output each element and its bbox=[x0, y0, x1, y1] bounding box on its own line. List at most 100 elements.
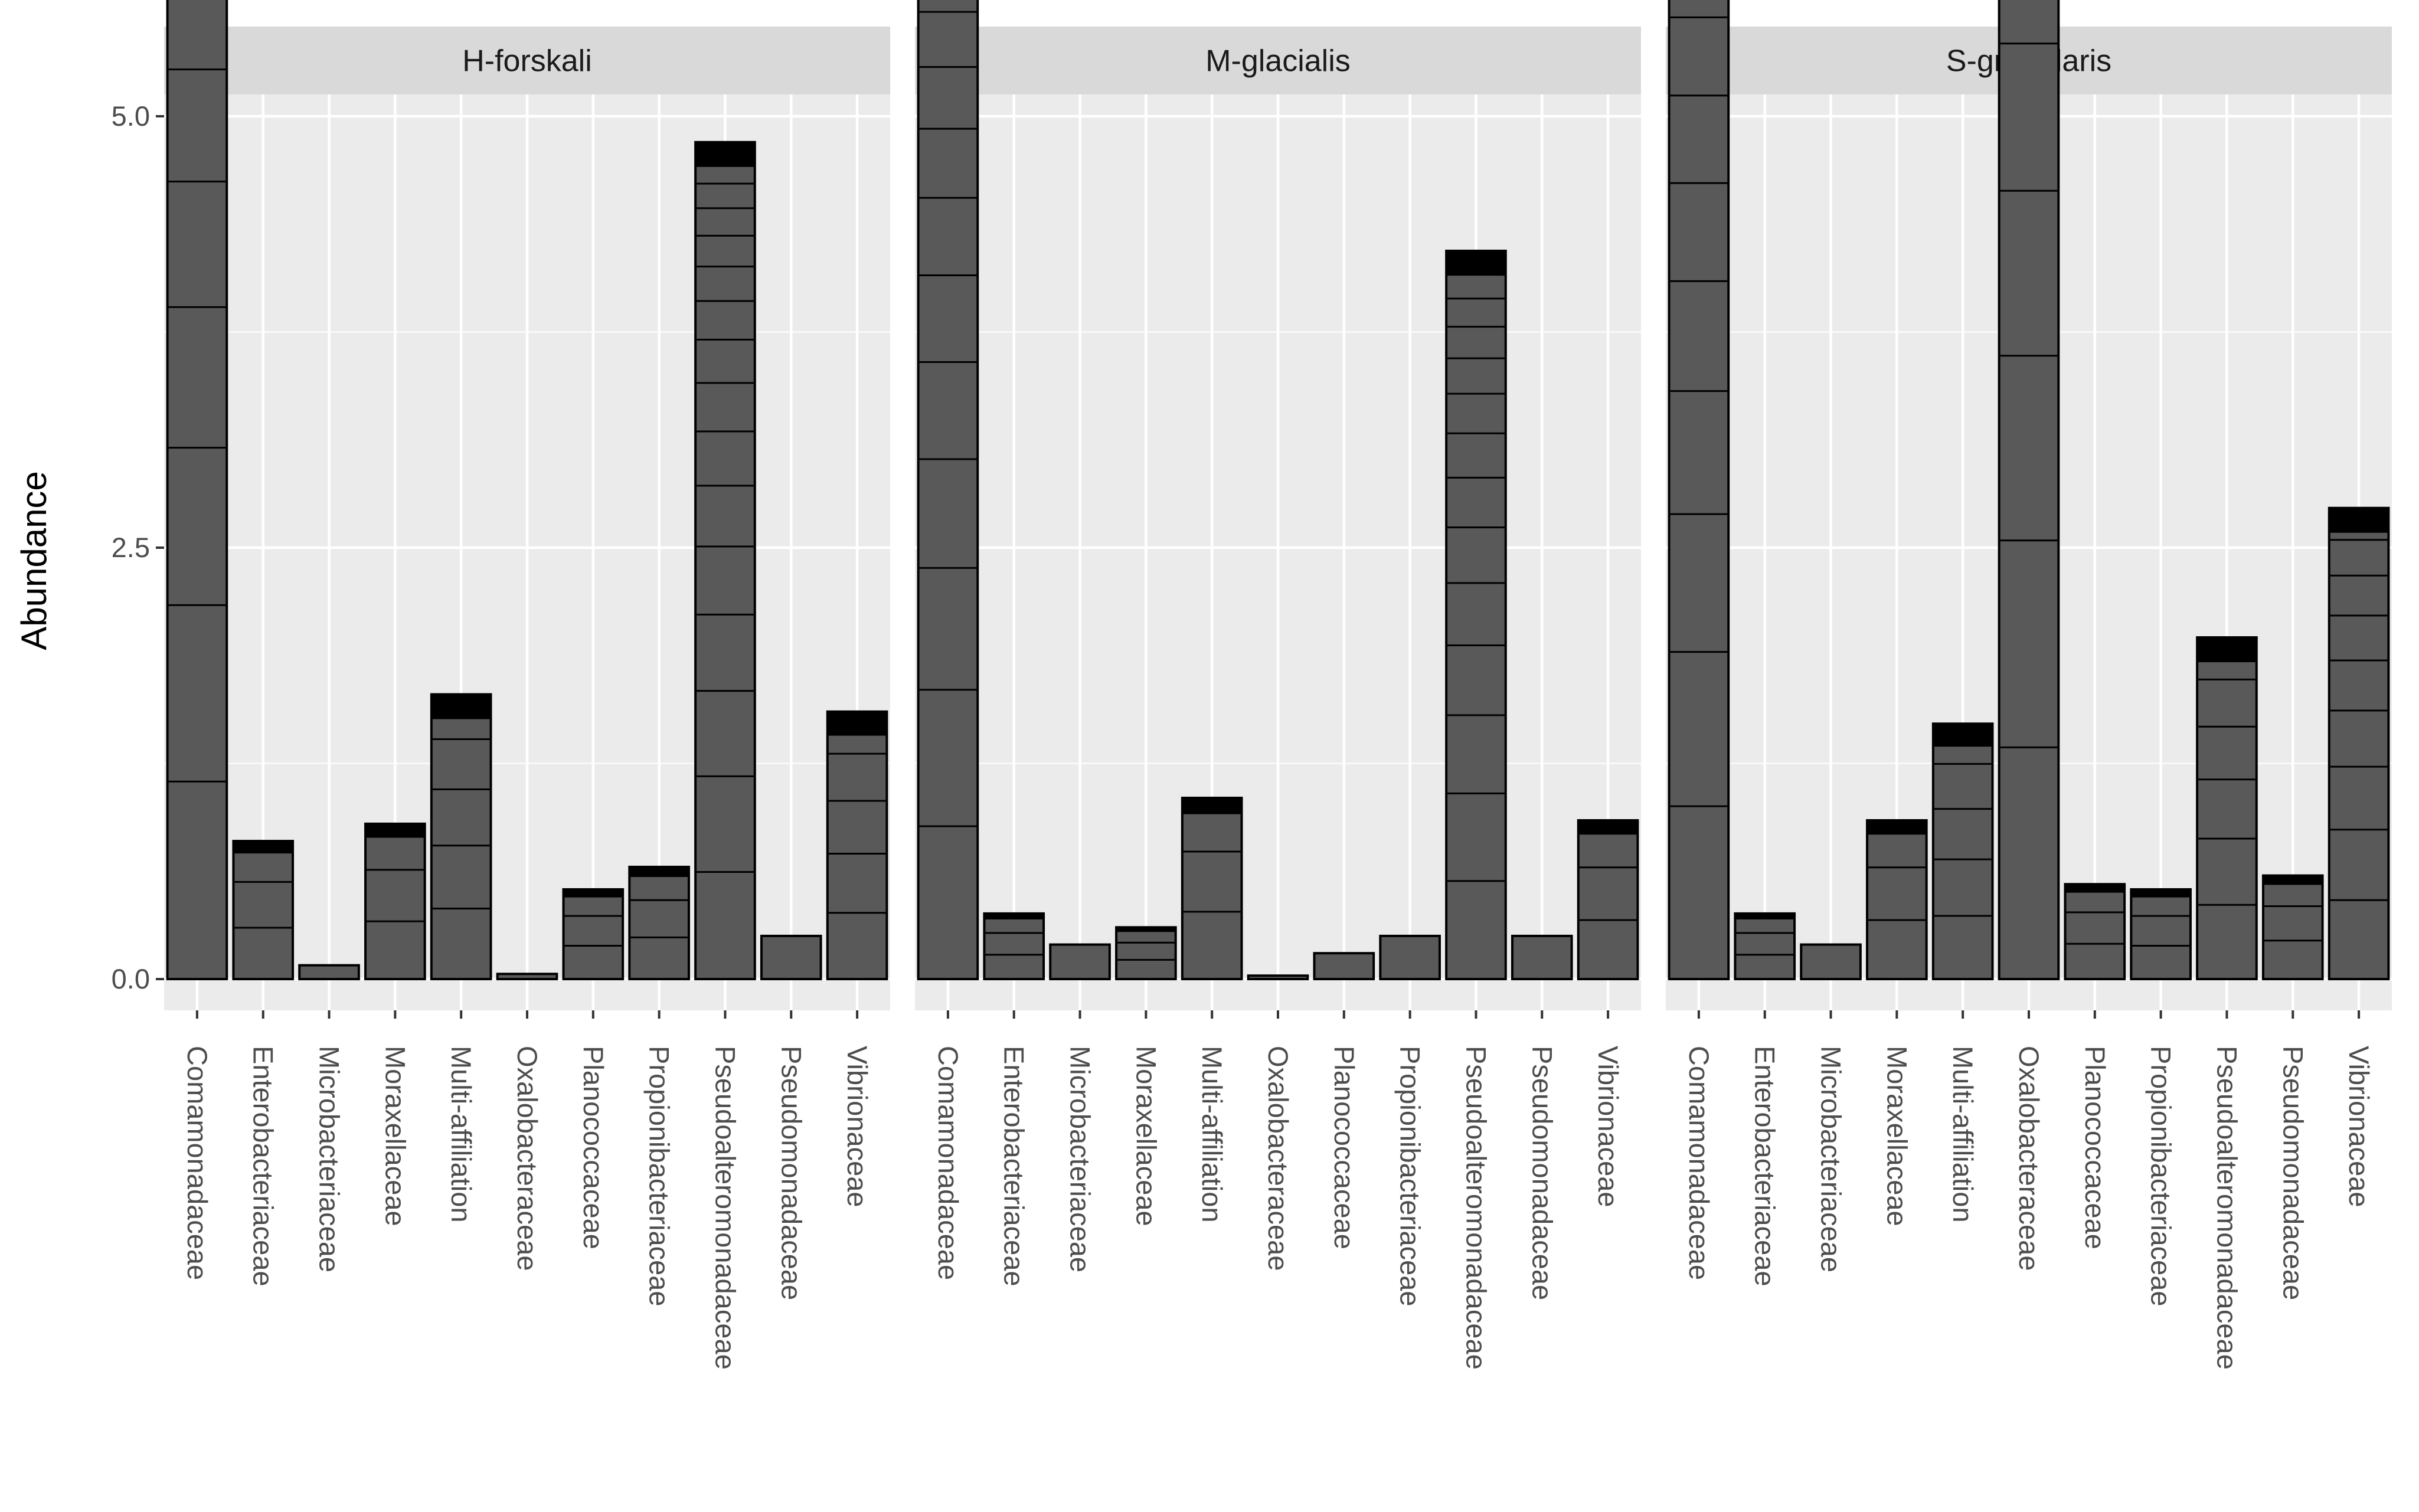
bar-planococcaceae bbox=[562, 888, 625, 981]
y-axis: 0.02.55.07.510.012.5 bbox=[112, 100, 164, 994]
x-tick-label: Planococcaceae bbox=[1329, 1046, 1360, 1249]
facet-h-forskali: H-forskali Comamonadaceae Enterobacteriace… bbox=[164, 0, 890, 1370]
bar-top-segments bbox=[984, 913, 1044, 919]
bar-top-segments bbox=[2263, 875, 2323, 885]
bar-top-segments bbox=[1867, 820, 1927, 835]
bar-propionibacteriaceae bbox=[1379, 934, 1441, 981]
bar-top-segments bbox=[2197, 637, 2257, 663]
bar-enterobacteriaceae bbox=[232, 840, 295, 980]
x-tick-label: Planococcaceae bbox=[2080, 1046, 2111, 1249]
bar-vibrionaceae bbox=[1577, 819, 1639, 980]
x-tick-label: Moraxellaceae bbox=[1881, 1046, 1913, 1226]
x-tick-label: Pseudomonadaceae bbox=[2277, 1046, 2309, 1300]
bar-planococcaceae bbox=[1313, 952, 1375, 981]
bar-top-segments bbox=[1182, 797, 1242, 814]
x-tick-label: Pseudomonadaceae bbox=[1526, 1046, 1558, 1300]
bar-top-segments bbox=[365, 823, 425, 838]
x-tick-label: Propionibacteriaceae bbox=[2146, 1046, 2177, 1307]
bar-comamonadaceae bbox=[917, 0, 979, 981]
x-tick-label: Pseudoalteromonadaceae bbox=[710, 1046, 741, 1370]
bar-moraxellaceae bbox=[364, 822, 426, 980]
x-tick-label: Planococcaceae bbox=[578, 1046, 609, 1249]
x-tick-label: Enterobacteriaceae bbox=[1750, 1046, 1781, 1287]
bar-top-segments bbox=[1446, 251, 1506, 276]
bar-moraxellaceae bbox=[1866, 819, 1928, 980]
bar-top-segments bbox=[563, 889, 623, 898]
bar-propionibacteriaceae bbox=[2130, 888, 2192, 981]
x-tick-label: Comamonadaceae bbox=[933, 1046, 964, 1280]
bar-multi-affiliation bbox=[430, 693, 492, 981]
facet-m-glacialis: M-glacialis Comamonadaceae Enterobacteriac… bbox=[915, 0, 1641, 1370]
bar-enterobacteriaceae bbox=[983, 912, 1045, 980]
bar-top-segments bbox=[2131, 889, 2191, 898]
x-tick-label: Vibrionaceae bbox=[842, 1046, 873, 1207]
x-tick-label: Multi-affiliation bbox=[1197, 1046, 1228, 1223]
bar-oxalobacteraceae bbox=[1247, 974, 1309, 980]
x-tick-label: Comamonadaceae bbox=[182, 1046, 213, 1280]
x-tick-label: Enterobacteriaceae bbox=[999, 1046, 1030, 1287]
x-tick-label: Oxalobacteraceae bbox=[512, 1046, 543, 1271]
bar-microbacteriaceae bbox=[298, 964, 360, 981]
x-tick-label: Microbacteriaceae bbox=[1816, 1046, 1847, 1272]
bar-comamonadaceae bbox=[166, 0, 228, 980]
facet-strip-label: H-forskali bbox=[462, 44, 592, 78]
x-tick-label: Pseudomonadaceae bbox=[776, 1046, 807, 1300]
bar-pseudomonadaceae bbox=[760, 934, 822, 981]
bar-oxalobacteraceae bbox=[1998, 0, 2060, 980]
x-tick-label: Oxalobacteraceae bbox=[1263, 1046, 1294, 1271]
bar-multi-affiliation bbox=[1931, 722, 1994, 981]
x-tick-label: Pseudoalteromonadaceae bbox=[2211, 1046, 2243, 1370]
x-tick-label: Oxalobacteraceae bbox=[2013, 1046, 2045, 1271]
bar-enterobacteriaceae bbox=[1734, 912, 1796, 980]
bar-top-segments bbox=[1578, 820, 1638, 835]
facet-strip bbox=[915, 27, 1641, 94]
y-axis-title: Abundance bbox=[14, 471, 54, 650]
bar-top-segments bbox=[827, 711, 887, 736]
x-tick-label: Multi-affiliation bbox=[446, 1046, 477, 1223]
bar-vibrionaceae bbox=[826, 710, 888, 981]
x-tick-label: Enterobacteriaceae bbox=[248, 1046, 279, 1287]
bar-pseudoalteromonadaceae bbox=[694, 140, 756, 981]
bar-top-segments bbox=[629, 866, 689, 878]
x-tick-label: Vibrionaceae bbox=[1593, 1046, 1624, 1207]
y-tick-label: 2.5 bbox=[112, 532, 150, 563]
bar-pseudoalteromonadaceae bbox=[1445, 250, 1507, 980]
x-tick-label: Moraxellaceae bbox=[380, 1046, 411, 1226]
bar-top-segments bbox=[695, 142, 755, 167]
facet-strip bbox=[164, 27, 890, 94]
bar-multi-affiliation bbox=[1181, 796, 1243, 980]
bar-microbacteriaceae bbox=[1049, 943, 1111, 981]
x-tick-label: Microbacteriaceae bbox=[314, 1046, 345, 1272]
bar-top-segments bbox=[1735, 913, 1795, 919]
x-tick-label: Moraxellaceae bbox=[1130, 1046, 1162, 1226]
x-tick-label: Propionibacteriaceae bbox=[644, 1046, 675, 1307]
x-tick-label: Vibrionaceae bbox=[2343, 1046, 2375, 1207]
bar-pseudoalteromonadaceae bbox=[2196, 636, 2258, 980]
x-tick-label: Comamonadaceae bbox=[1684, 1046, 1715, 1280]
bar-vibrionaceae bbox=[2328, 506, 2390, 980]
x-tick-label: Microbacteriaceae bbox=[1065, 1046, 1096, 1272]
facet-strip-label: M-glacialis bbox=[1205, 44, 1351, 78]
facet-s-granularis: S-granularisComamonadaceaeEnterobacteria… bbox=[1666, 0, 2392, 1370]
bar-top-segments bbox=[431, 694, 491, 719]
bar-top-segments bbox=[233, 841, 293, 854]
bar-microbacteriaceae bbox=[1800, 943, 1862, 981]
x-tick-label: Propionibacteriaceae bbox=[1395, 1046, 1426, 1307]
bar-propionibacteriaceae bbox=[628, 865, 690, 980]
bar-oxalobacteraceae bbox=[496, 973, 558, 981]
x-tick-label: Pseudoalteromonadaceae bbox=[1460, 1046, 1492, 1370]
bar-pseudomonadaceae bbox=[2261, 874, 2324, 981]
y-tick-label: 0.0 bbox=[112, 963, 150, 994]
bar-top-segments bbox=[1116, 927, 1176, 932]
bar-top-segments bbox=[2329, 508, 2389, 533]
bar-top-segments bbox=[2065, 884, 2125, 893]
y-tick-label: 5.0 bbox=[112, 100, 150, 132]
facets-layer: H-forskali Comamonadaceae Enterobacteriace… bbox=[164, 0, 2392, 1370]
bar-moraxellaceae bbox=[1115, 926, 1177, 981]
bar-pseudomonadaceae bbox=[1511, 934, 1573, 981]
bar-planococcaceae bbox=[2064, 883, 2126, 981]
bar-top-segments bbox=[1933, 724, 1993, 747]
bar-comamonadaceae bbox=[1668, 0, 1730, 981]
x-tick-label: Multi-affiliation bbox=[1947, 1046, 1979, 1223]
